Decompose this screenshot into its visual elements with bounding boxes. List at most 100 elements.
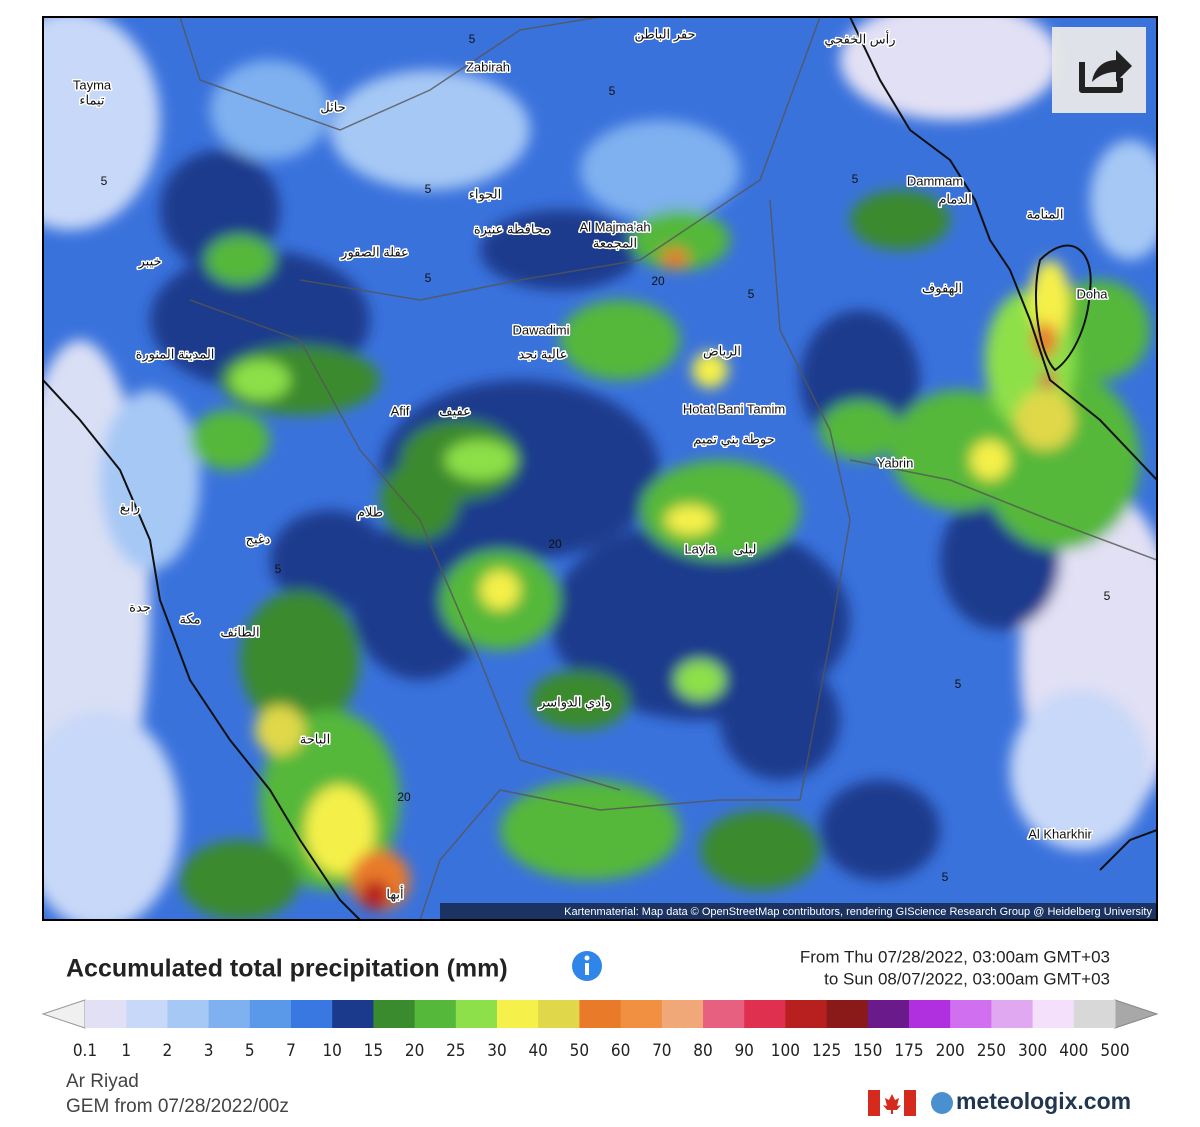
precip-area [820, 400, 900, 460]
scale-tick-label: 90 [734, 1041, 753, 1061]
scale-tick-label: 15 [364, 1041, 383, 1061]
scale-tick-label: 125 [812, 1041, 841, 1061]
precip-area [500, 780, 680, 880]
share-button[interactable] [1052, 27, 1146, 113]
brand[interactable]: meteologix.com [956, 1088, 1131, 1114]
place-label: Tayma [73, 77, 112, 92]
precip-area [180, 840, 300, 920]
canada-flag [868, 1090, 916, 1116]
place-label: أبها [386, 885, 403, 902]
period-start: From Thu 07/28/2022, 03:00am GMT+03 [800, 947, 1110, 966]
contour-label: 5 [748, 287, 755, 301]
map-frame [42, 16, 1158, 921]
place-label: Al Majma'ah [579, 219, 650, 234]
scale-bin [744, 1000, 786, 1028]
precip-area [692, 352, 728, 388]
scale-tick-label: 20 [405, 1041, 424, 1061]
place-label: تيماء [79, 92, 105, 107]
contour-label: 5 [469, 32, 476, 46]
scale-bin [414, 1000, 457, 1028]
brand-logo [931, 1092, 953, 1114]
scale-bin [249, 1000, 292, 1028]
precip-area [360, 880, 390, 910]
scale-bin [455, 1000, 498, 1028]
precip-area [820, 780, 940, 880]
scale-tick-label: 10 [322, 1041, 341, 1061]
place-label: حائل [320, 99, 345, 114]
scale-bin [332, 1000, 374, 1028]
precip-area [43, 710, 180, 920]
place-label: عقلة الصقور [340, 244, 409, 260]
precip-area [330, 70, 530, 190]
precip-area [1015, 390, 1075, 450]
coastline [43, 17, 1157, 920]
scale-tick-label: 3 [204, 1041, 214, 1061]
contour-label: 5 [1104, 589, 1111, 603]
place-label: عفيف [439, 403, 471, 418]
contour-label: 5 [425, 182, 432, 196]
place-label: Yabrin [877, 455, 914, 470]
scale-tick-label: 0.1 [73, 1041, 97, 1061]
contour-label: 5 [609, 84, 616, 98]
scale-tick-label: 5 [245, 1041, 255, 1061]
place-label: Dawadimi [512, 322, 569, 337]
scale-bin [826, 1000, 869, 1028]
contour-label: 20 [548, 537, 562, 551]
place-label: Al Kharkhir [1028, 826, 1092, 841]
place-label: الجواء [469, 186, 501, 202]
scale-bin [291, 1000, 333, 1028]
precip-area [530, 670, 630, 730]
contour-label: 5 [942, 870, 949, 884]
precip-area [1030, 260, 1070, 340]
scale-bin [1073, 1000, 1116, 1028]
precip-area [661, 248, 689, 268]
precip-area [480, 210, 640, 290]
precip-area [205, 235, 275, 285]
precip-area [560, 300, 680, 380]
scale-tick-label: 400 [1059, 1041, 1088, 1061]
location: Ar Riyad [66, 1071, 139, 1092]
scale-tick-label: 2 [163, 1041, 173, 1061]
precip-area [1050, 280, 1150, 380]
place-label: حوطة بني تميم [693, 431, 774, 447]
place-label: رابغ [120, 499, 140, 515]
contour-label: 5 [101, 174, 108, 188]
scale-bin [703, 1000, 745, 1028]
model-run: GEM from 07/28/2022/00z [66, 1096, 289, 1117]
place-label: المجمعة [593, 235, 637, 250]
place-label: الباحة [300, 731, 330, 746]
contour-label: 5 [275, 562, 282, 576]
place-label: وادي الدواسر [538, 694, 611, 710]
place-label: Zabirah [466, 59, 510, 74]
precip-area [700, 810, 820, 890]
place-label: عالية نجد [518, 346, 567, 361]
precip-area [640, 460, 800, 560]
precip-area [630, 210, 730, 270]
scale-tick-label: 60 [611, 1041, 630, 1061]
precip-area [230, 360, 290, 400]
precip-area [1090, 140, 1157, 260]
scale-bin [1032, 1000, 1075, 1028]
precip-area [580, 120, 740, 220]
place-label: Doha [1076, 286, 1108, 301]
precip-area [305, 785, 375, 875]
scale-bin [167, 1000, 210, 1028]
scale-tick-label: 70 [652, 1041, 671, 1061]
scale-tick-label: 100 [771, 1041, 800, 1061]
scale-tick-label: 7 [286, 1041, 296, 1061]
place-label: Layla [684, 541, 716, 556]
scale-bin [785, 1000, 828, 1028]
precip-area [380, 460, 460, 540]
scale-bin [373, 1000, 416, 1028]
color-scale: 0.1 1 2 3 5 7 10 15 20 25 30 40 50 60 70 80 90 100 125 150 1… [41, 999, 1159, 1061]
place-label: Afif [391, 403, 410, 418]
precip-area [850, 190, 950, 250]
scale-tick-label: 30 [487, 1041, 506, 1061]
scale-tick-label: 80 [693, 1041, 712, 1061]
precip-area [445, 440, 515, 480]
over-arrow [1114, 999, 1159, 1029]
scale-bin [867, 1000, 910, 1028]
legend-title: Accumulated total precipitation (mm) [66, 955, 508, 983]
precip-area [43, 17, 160, 230]
info-icon[interactable] [572, 951, 602, 981]
